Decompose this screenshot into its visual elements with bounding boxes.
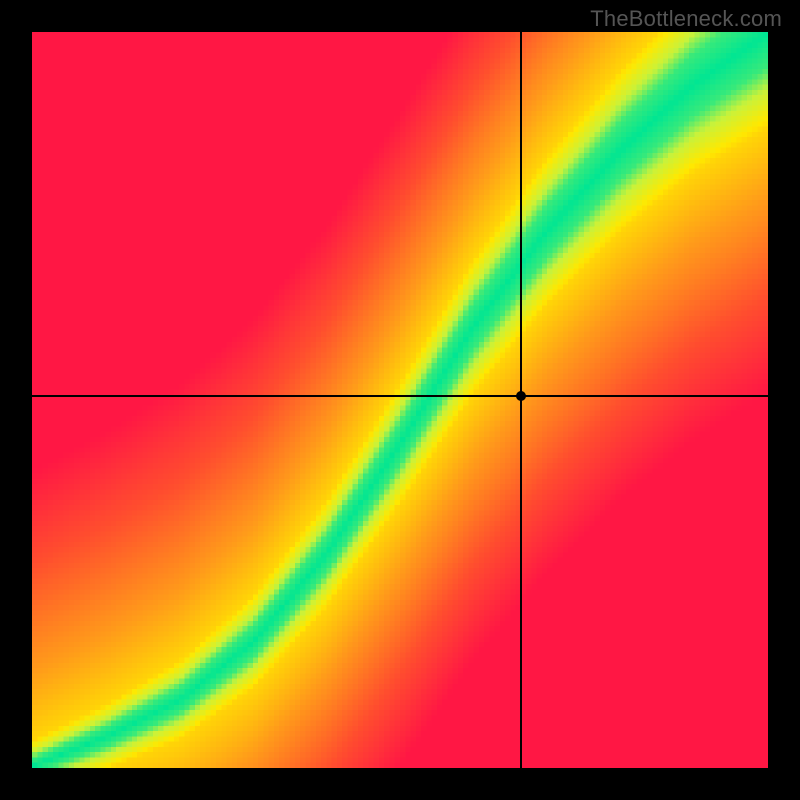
- plot-area: [32, 32, 768, 768]
- crosshair-horizontal: [32, 395, 768, 397]
- plot-frame: [0, 0, 800, 800]
- attribution-watermark: TheBottleneck.com: [590, 6, 782, 32]
- heatmap-canvas: [32, 32, 768, 768]
